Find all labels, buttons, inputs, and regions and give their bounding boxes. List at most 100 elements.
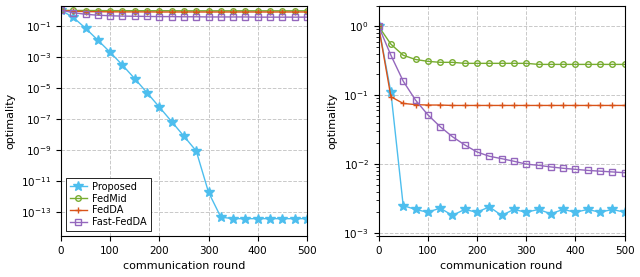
- Proposed: [596, 211, 604, 214]
- FedMid: [229, 9, 237, 12]
- Proposed: [510, 208, 518, 211]
- FedMid: [217, 9, 225, 12]
- FedMid: [559, 63, 567, 66]
- Fast-FedDA: [399, 79, 407, 83]
- X-axis label: communication round: communication round: [440, 261, 563, 271]
- FedMid: [412, 58, 419, 61]
- Fast-FedDA: [486, 155, 493, 158]
- FedDA: [131, 10, 138, 14]
- Proposed: [584, 208, 591, 211]
- FedDA: [303, 10, 311, 14]
- FedDA: [375, 25, 383, 28]
- Fast-FedDA: [254, 16, 262, 19]
- Line: FedMid: FedMid: [58, 7, 310, 14]
- FedMid: [461, 62, 468, 65]
- FedDA: [473, 104, 481, 107]
- Proposed: [559, 208, 567, 211]
- Line: Proposed: Proposed: [374, 21, 630, 220]
- Fast-FedDA: [57, 9, 65, 12]
- FedDA: [278, 10, 286, 14]
- Fast-FedDA: [168, 15, 175, 18]
- Fast-FedDA: [106, 14, 114, 17]
- Proposed: [547, 212, 555, 216]
- FedMid: [584, 63, 591, 66]
- Proposed: [387, 91, 395, 94]
- X-axis label: communication round: communication round: [123, 261, 245, 271]
- Fast-FedDA: [449, 135, 456, 138]
- Fast-FedDA: [547, 165, 555, 169]
- FedMid: [57, 9, 65, 12]
- Proposed: [94, 39, 102, 42]
- Proposed: [572, 211, 579, 214]
- Fast-FedDA: [412, 98, 419, 102]
- FedDA: [584, 104, 591, 107]
- FedMid: [547, 63, 555, 66]
- FedDA: [193, 10, 200, 14]
- FedMid: [205, 9, 212, 12]
- FedMid: [486, 62, 493, 65]
- Y-axis label: optimality: optimality: [328, 93, 338, 149]
- FedDA: [143, 10, 151, 14]
- FedDA: [522, 104, 530, 107]
- Fast-FedDA: [217, 15, 225, 19]
- FedMid: [82, 9, 90, 12]
- Fast-FedDA: [559, 166, 567, 170]
- FedMid: [254, 9, 262, 12]
- Proposed: [412, 208, 419, 211]
- Fast-FedDA: [229, 15, 237, 19]
- FedMid: [168, 9, 175, 12]
- Proposed: [254, 217, 262, 220]
- FedMid: [424, 60, 431, 63]
- Proposed: [424, 211, 431, 214]
- Fast-FedDA: [387, 53, 395, 57]
- FedDA: [156, 10, 163, 14]
- Proposed: [486, 205, 493, 209]
- FedMid: [266, 9, 274, 12]
- FedMid: [572, 63, 579, 66]
- FedMid: [522, 62, 530, 65]
- Fast-FedDA: [584, 169, 591, 172]
- Fast-FedDA: [205, 15, 212, 19]
- Fast-FedDA: [424, 113, 431, 116]
- Proposed: [180, 135, 188, 138]
- Proposed: [241, 217, 249, 220]
- FedMid: [278, 9, 286, 12]
- Proposed: [82, 27, 90, 30]
- FedMid: [156, 9, 163, 12]
- Proposed: [118, 63, 126, 67]
- Proposed: [217, 216, 225, 219]
- FedMid: [498, 62, 506, 65]
- Fast-FedDA: [534, 164, 542, 167]
- Proposed: [461, 208, 468, 211]
- Proposed: [534, 208, 542, 211]
- FedDA: [621, 104, 628, 107]
- Fast-FedDA: [375, 25, 383, 28]
- FedDA: [387, 95, 395, 98]
- Proposed: [205, 191, 212, 194]
- Proposed: [609, 208, 616, 211]
- Line: FedDA: FedDA: [375, 23, 628, 109]
- FedDA: [205, 10, 212, 14]
- Fast-FedDA: [118, 14, 126, 18]
- FedMid: [596, 63, 604, 66]
- Fast-FedDA: [180, 15, 188, 19]
- Line: Fast-FedDA: Fast-FedDA: [376, 24, 627, 176]
- FedDA: [486, 104, 493, 107]
- FedMid: [375, 25, 383, 28]
- FedMid: [94, 9, 102, 12]
- Legend: Proposed, FedMid, FedDA, Fast-FedDA: Proposed, FedMid, FedDA, Fast-FedDA: [66, 178, 150, 231]
- Proposed: [193, 149, 200, 153]
- Fast-FedDA: [609, 170, 616, 174]
- FedMid: [387, 43, 395, 46]
- Fast-FedDA: [522, 162, 530, 166]
- Y-axis label: optimality: optimality: [6, 93, 15, 149]
- Fast-FedDA: [436, 125, 444, 128]
- FedMid: [118, 9, 126, 12]
- Proposed: [57, 9, 65, 12]
- FedDA: [498, 104, 506, 107]
- FedDA: [609, 104, 616, 107]
- FedDA: [412, 103, 419, 106]
- FedMid: [193, 9, 200, 12]
- FedMid: [303, 9, 311, 12]
- FedDA: [229, 10, 237, 14]
